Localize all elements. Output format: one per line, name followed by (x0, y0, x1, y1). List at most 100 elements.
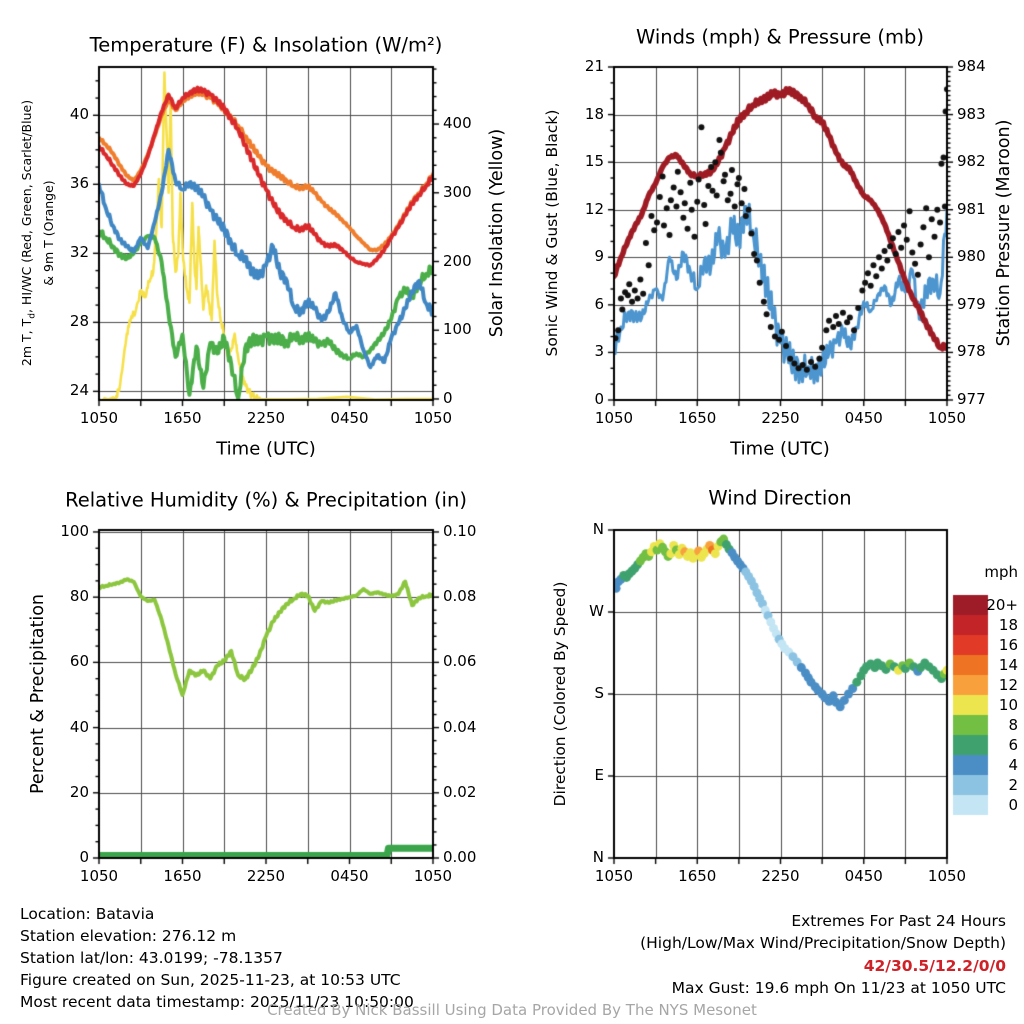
winds-ytick-right: 980 (957, 247, 986, 266)
temperature-xtick: 2250 (246, 409, 286, 427)
wind_direction-ytick-left: N (592, 848, 604, 866)
insolation-yaxis-right-label: Solar Insolation (Yellow) (487, 128, 507, 338)
winds-ytick-left: 9 (594, 247, 604, 266)
humidity-ytick-right: 0.04 (443, 717, 477, 736)
wind_direction-xtick: 1650 (678, 867, 717, 885)
station-latlon: Station lat/lon: 43.0199; -78.1357 (20, 949, 283, 967)
winds-xtick: 1650 (678, 409, 717, 427)
humidity-xtick: 1050 (79, 867, 119, 885)
data-timestamp: Most recent data timestamp: 2025/11/23 1… (20, 993, 414, 1011)
extremes-title: Extremes For Past 24 Hours (791, 912, 1006, 930)
legend-label-20+: 20+ (986, 596, 1018, 614)
humidity-ytick-left: 40 (69, 717, 89, 736)
temperature-xtick: 1050 (79, 409, 119, 427)
station-elevation: Station elevation: 276.12 m (20, 927, 237, 945)
winds-ytick-right: 978 (957, 342, 986, 361)
winds-xaxis-label: Time (UTC) (730, 438, 830, 460)
legend-label-12: 12 (998, 676, 1018, 694)
humidity-ytick-left: 80 (69, 587, 89, 606)
temperature-ytick-right: 200 (443, 251, 472, 270)
humidity-yaxis-left-label: Percent & Precipitation (28, 593, 48, 795)
temp-label-post: , HI/WC (Red, Green, Scarlet/Blue) (18, 99, 34, 314)
temperature-ytick-left: 40 (69, 105, 89, 124)
humidity-xtick: 2250 (246, 867, 286, 885)
temperature-xtick: 1050 (413, 409, 453, 427)
wind_direction-xtick: 1050 (927, 867, 967, 885)
winds-ytick-left: 21 (584, 57, 604, 75)
winds-ytick-right: 977 (957, 390, 986, 408)
winds-ytick-right: 984 (957, 57, 986, 75)
humidity-ytick-left: 60 (69, 652, 89, 671)
station-info: Location: Batavia Station elevation: 276… (20, 903, 414, 1013)
winds-ytick-right: 983 (957, 104, 986, 123)
winds-ytick-right: 981 (957, 199, 986, 218)
humidity-ytick-right: 0.08 (443, 587, 477, 606)
winds-ytick-left: 18 (584, 104, 604, 123)
winds-xtick: 1050 (594, 409, 634, 427)
temperature-xtick: 1650 (163, 409, 202, 427)
wind_direction-ytick-left: N (592, 520, 604, 538)
legend-label-6: 6 (1008, 736, 1018, 754)
temperature-ytick-right: 100 (443, 320, 472, 339)
extremes-values: 42/30.5/12.2/0/0 (863, 957, 1006, 975)
credit-line: Created By Nick Bassill Using Data Provi… (267, 1001, 757, 1019)
winds-ytick-right: 982 (957, 152, 986, 171)
legend-label-4: 4 (1008, 756, 1018, 774)
winds-ytick-left: 15 (584, 152, 604, 171)
wind_direction-ytick-left: E (594, 766, 604, 784)
wind_direction-xtick: 2250 (761, 867, 800, 885)
humidity-ytick-left: 0 (79, 848, 89, 866)
wind_direction-ytick-left: S (594, 684, 604, 702)
temperature-chart-title: Temperature (F) & Insolation (W/m²) (89, 33, 443, 57)
legend-label-16: 16 (998, 636, 1018, 654)
legend-label-8: 8 (1008, 716, 1018, 734)
humidity-chart-title: Relative Humidity (%) & Precipitation (i… (65, 488, 467, 512)
temperature-ytick-right: 0 (443, 388, 453, 407)
figure-created: Figure created on Sun, 2025-11-23, at 10… (20, 971, 401, 989)
wind-yaxis-left-label: Sonic Wind & Gust (Blue, Black) (543, 109, 561, 357)
wind_direction-xtick: 0450 (844, 867, 883, 885)
winds-ytick-left: 12 (584, 199, 604, 218)
humidity-ytick-right: 0.10 (443, 521, 477, 540)
max-gust: Max Gust: 19.6 mph On 11/23 at 1050 UTC (671, 979, 1006, 997)
wind_direction-xtick: 1050 (594, 867, 634, 885)
temp-label-pre: 2m T, T (18, 318, 34, 367)
humidity-ytick-right: 0.06 (443, 652, 477, 671)
humidity-ytick-left: 100 (60, 521, 89, 540)
temperature-ytick-left: 36 (69, 174, 89, 193)
winds-xtick: 0450 (844, 409, 883, 427)
humidity-ytick-right: 0.00 (443, 848, 477, 866)
winds-ytick-left: 6 (594, 294, 604, 313)
temperature-ytick-left: 28 (69, 312, 89, 331)
wind_direction-ytick-left: W (589, 602, 604, 620)
legend-label-0: 0 (1008, 796, 1018, 814)
temperature-ytick-left: 32 (69, 243, 89, 262)
temp-label-line2: & 9m T (Orange) (40, 180, 56, 286)
winds-xtick: 1050 (927, 409, 967, 427)
temperature-ytick-right: 300 (443, 182, 472, 201)
humidity-ytick-left: 20 (69, 782, 89, 801)
station-location: Location: Batavia (20, 905, 155, 923)
winds-ytick-right: 979 (957, 294, 986, 313)
legend-label-2: 2 (1008, 776, 1018, 794)
legend-label-10: 10 (998, 696, 1018, 714)
temperature-ytick-right: 400 (443, 114, 472, 133)
humidity-xtick: 1050 (413, 867, 453, 885)
legend-label-18: 18 (998, 616, 1018, 634)
humidity-xtick: 0450 (330, 867, 369, 885)
winds-ytick-left: 3 (594, 342, 604, 361)
temp-label-sub: d (27, 313, 38, 319)
wind-direction-chart-title: Wind Direction (708, 486, 852, 510)
extremes-subtitle: (High/Low/Max Wind/Precipitation/Snow De… (640, 934, 1006, 952)
temperature-xaxis-label: Time (UTC) (216, 438, 316, 460)
humidity-ytick-right: 0.02 (443, 782, 477, 801)
temperature-ytick-left: 24 (69, 381, 89, 400)
winds-chart-title: Winds (mph) & Pressure (mb) (636, 25, 924, 49)
winds-ytick-left: 0 (594, 390, 604, 408)
temperature-xtick: 0450 (330, 409, 369, 427)
legend-label-14: 14 (998, 656, 1018, 674)
winds-xtick: 2250 (761, 409, 800, 427)
legend-mph-header: mph (984, 563, 1018, 581)
